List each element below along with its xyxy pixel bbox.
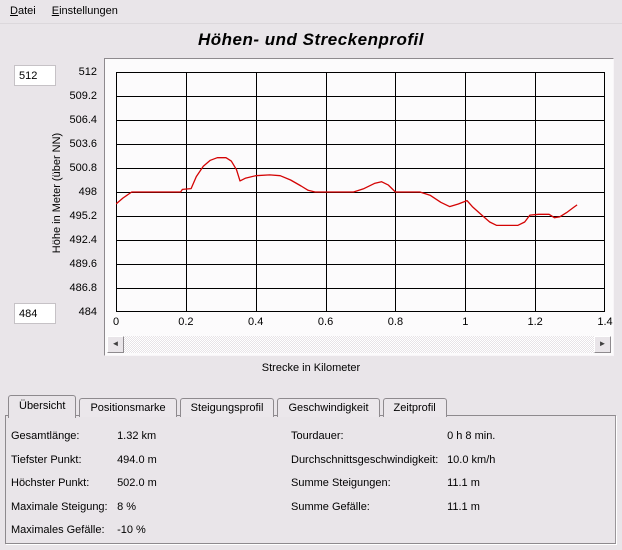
y-tick-label: 498 bbox=[78, 185, 97, 198]
elevation-line bbox=[116, 157, 578, 227]
plot-area bbox=[116, 72, 605, 312]
y-tick-label: 489.6 bbox=[69, 257, 97, 270]
stat-label: Gesamtlänge: bbox=[11, 430, 80, 442]
stat-value: 11.1 m bbox=[447, 477, 480, 490]
y-tick-label: 492.4 bbox=[69, 233, 97, 246]
y-tick-label: 512 bbox=[78, 65, 97, 78]
stat-value: 494.0 m bbox=[117, 453, 157, 466]
stat-row: Durchschnittsgeschwindigkeit: 10.0 km/h bbox=[291, 449, 611, 473]
tab-positionsmarke[interactable]: Positionsmarke bbox=[79, 398, 177, 417]
stat-value: 10.0 km/h bbox=[447, 453, 496, 466]
tab-strip: Übersicht Positionsmarke Steigungsprofil Ge… bbox=[8, 394, 450, 418]
y-tick-label: 500.8 bbox=[69, 161, 97, 174]
y-tick-label: 509.2 bbox=[69, 89, 97, 102]
y-max-field[interactable] bbox=[14, 65, 56, 86]
y-tick-label: 503.6 bbox=[69, 137, 97, 150]
y-tick-label: 495.2 bbox=[69, 209, 97, 222]
scroll-left-button[interactable]: ◄ bbox=[107, 336, 124, 353]
x-tick-label: 0.8 bbox=[387, 316, 404, 328]
x-tick-label: 1 bbox=[462, 316, 469, 328]
stat-value: 0 h 8 min. bbox=[447, 430, 496, 442]
stat-label: Summe Steigungen: bbox=[291, 477, 391, 490]
page-title: Höhen- und Streckenprofil bbox=[198, 30, 424, 49]
scroll-right-icon: ► bbox=[598, 339, 607, 348]
stats-column-left: Gesamtlänge: 1.32 km Tiefster Punkt: 494… bbox=[11, 425, 291, 543]
y-tick-label: 486.8 bbox=[69, 281, 97, 294]
menu-datei[interactable]: Datei bbox=[10, 5, 36, 17]
x-axis-title: Strecke in Kilometer bbox=[261, 362, 361, 374]
stat-row: Maximale Steigung: 8 % bbox=[11, 496, 291, 520]
stat-row: Maximales Gefälle: -10 % bbox=[11, 519, 291, 543]
chart-horizontal-scrollbar[interactable]: ◄ ► bbox=[107, 336, 611, 353]
overview-panel: Gesamtlänge: 1.32 km Tiefster Punkt: 494… bbox=[5, 415, 616, 544]
menu-bar: Datei Einstellungen bbox=[0, 0, 622, 24]
x-tick-label: 0.2 bbox=[178, 316, 194, 328]
stat-row: Tourdauer: 0 h 8 min. bbox=[291, 425, 611, 449]
menu-einstellungen[interactable]: Einstellungen bbox=[51, 5, 118, 17]
stat-label: Summe Gefälle: bbox=[291, 500, 370, 513]
stat-value: 11.1 m bbox=[447, 500, 480, 513]
scroll-right-button[interactable]: ► bbox=[594, 336, 611, 353]
stat-value: 1.32 km bbox=[117, 430, 157, 442]
x-tick-label: 0.6 bbox=[317, 316, 334, 328]
stat-row: Gesamtlänge: 1.32 km bbox=[11, 425, 291, 449]
stat-label: Tourdauer: bbox=[291, 430, 344, 442]
stat-row: Summe Steigungen: 11.1 m bbox=[291, 472, 611, 496]
scroll-left-icon: ◄ bbox=[111, 339, 120, 348]
stat-row: Summe Gefälle: 11.1 m bbox=[291, 496, 611, 520]
x-tick-label: 0 bbox=[112, 316, 120, 328]
tab-geschwindigkeit[interactable]: Geschwindigkeit bbox=[277, 398, 380, 417]
stat-label: Maximales Gefälle: bbox=[11, 524, 105, 537]
tab-uebersicht[interactable]: Übersicht bbox=[8, 395, 77, 418]
stat-value: -10 % bbox=[117, 524, 146, 537]
x-tick-label: 1.2 bbox=[527, 316, 543, 328]
stat-row: Tiefster Punkt: 494.0 m bbox=[11, 449, 291, 473]
y-min-field[interactable] bbox=[14, 303, 56, 324]
x-tick-label: 1.4 bbox=[597, 316, 613, 328]
elevation-chart: 0 0.2 0.4 0.6 0.8 1 1.2 1.4 ◄ ► bbox=[104, 58, 614, 356]
x-tick-label: 0.4 bbox=[248, 316, 264, 328]
y-tick-label: 506.4 bbox=[69, 113, 97, 126]
tab-steigungsprofil[interactable]: Steigungsprofil bbox=[179, 398, 275, 417]
stat-label: Tiefster Punkt: bbox=[11, 453, 82, 466]
tab-zeitprofil[interactable]: Zeitprofil bbox=[382, 398, 447, 417]
stat-value: 502.0 m bbox=[117, 477, 157, 490]
y-tick-label: 484 bbox=[78, 305, 97, 318]
stats-column-right: Tourdauer: 0 h 8 min. Durchschnittsgesch… bbox=[291, 425, 611, 519]
stat-label: Höchster Punkt: bbox=[11, 477, 90, 490]
stat-label: Durchschnittsgeschwindigkeit: bbox=[291, 453, 439, 466]
stat-label: Maximale Steigung: bbox=[11, 500, 108, 513]
stat-row: Höchster Punkt: 502.0 m bbox=[11, 472, 291, 496]
stat-value: 8 % bbox=[117, 500, 137, 513]
